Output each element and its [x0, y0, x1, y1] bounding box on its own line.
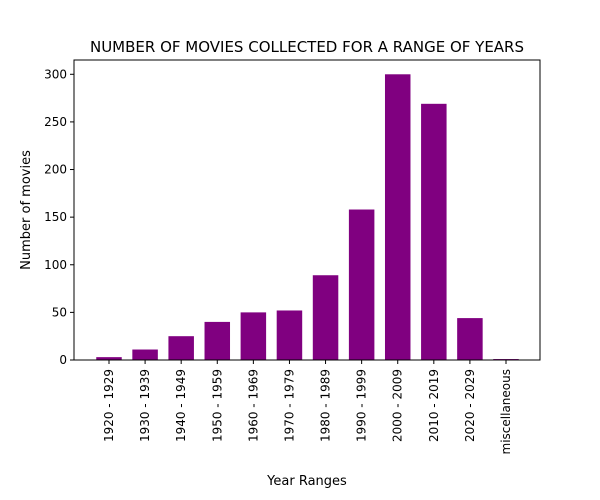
x-tick-label-7: 1990 - 1999: [355, 369, 369, 442]
y-tick-label-0: 0: [59, 353, 67, 367]
x-tick-label-9: 2010 - 2019: [427, 369, 441, 442]
bar-1: [132, 349, 158, 360]
x-axis: 1920 - 1929 1930 - 1939 1940 - 1949 1950 - …: [102, 360, 513, 454]
x-tick-label-2: 1940 - 1949: [174, 369, 188, 442]
bars-group: [96, 74, 519, 360]
bar-7: [348, 209, 375, 360]
x-tick-label-4: 1960 - 1969: [246, 369, 260, 442]
x-tick-label-6: 1980 - 1989: [319, 369, 333, 442]
y-axis-label: Number of movies: [19, 150, 34, 270]
x-tick-label-3: 1950 - 1959: [210, 369, 224, 442]
plot-frame: [73, 59, 541, 361]
bar-10: [457, 318, 483, 360]
y-tick-label-5: 250: [44, 115, 67, 129]
y-tick-label-3: 150: [44, 210, 67, 224]
bar-4: [240, 312, 267, 360]
bar-5: [276, 310, 303, 360]
y-tick-label-1: 50: [52, 305, 67, 319]
y-tick-label-4: 200: [44, 163, 67, 177]
x-tick-label-11: miscellaneous: [499, 369, 513, 454]
y-tick-label-2: 100: [44, 258, 67, 272]
x-tick-label-8: 2000 - 2009: [391, 369, 405, 442]
bar-9: [421, 103, 447, 360]
x-tick-label-0: 1920 - 1929: [102, 369, 116, 442]
x-axis-label: Year Ranges: [266, 474, 347, 489]
bar-3: [204, 321, 231, 360]
y-axis: 0 50 100 150 200 250 300: [44, 67, 74, 367]
x-tick-label-10: 2020 - 2029: [463, 369, 477, 442]
bar-0: [96, 357, 122, 360]
bar-8: [384, 74, 411, 360]
chart-title: NUMBER OF MOVIES COLLECTED FOR A RANGE O…: [90, 38, 524, 56]
x-tick-label-5: 1970 - 1979: [282, 369, 296, 442]
bar-6: [312, 275, 339, 360]
y-tick-label-6: 300: [44, 67, 67, 81]
x-tick-label-1: 1930 - 1939: [138, 369, 152, 442]
bar-2: [168, 336, 194, 360]
